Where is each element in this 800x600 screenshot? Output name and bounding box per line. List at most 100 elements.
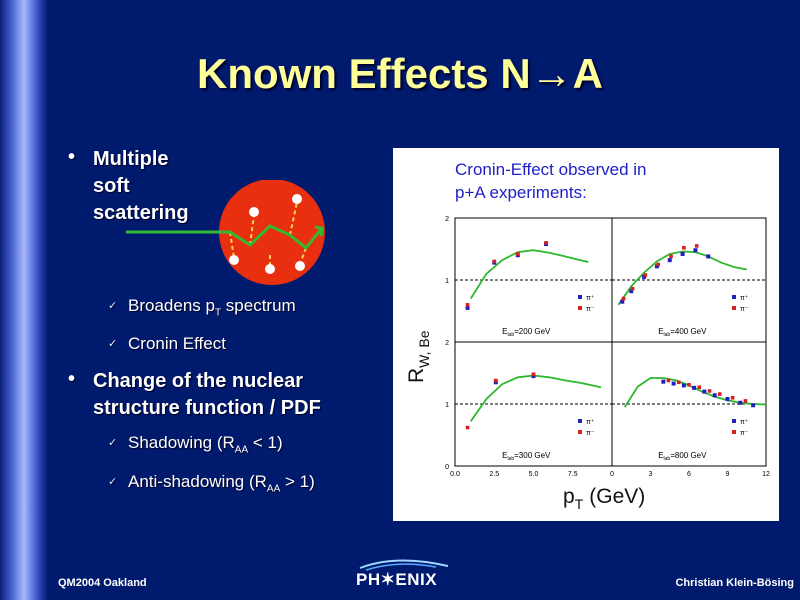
- legend-label-pi-minus: π⁻: [586, 430, 595, 437]
- data-point-pi-minus: [531, 372, 536, 377]
- panel-4: π⁺ π⁻ Elab=800 GeV: [612, 377, 767, 462]
- data-point-pi-plus: [661, 379, 666, 384]
- data-point-pi-minus: [492, 259, 497, 264]
- legend-marker-pi-minus: [732, 430, 736, 434]
- legend-label-pi-plus: π⁺: [586, 295, 595, 302]
- legend-label-pi-plus: π⁺: [740, 419, 749, 426]
- check-icon: ✓: [108, 437, 118, 449]
- y-tick-label: 1: [445, 402, 449, 409]
- x-tick-label: 3: [649, 471, 653, 478]
- energy-label: Elab=300 GeV: [502, 451, 551, 462]
- panel-3: π⁺ π⁻ Elab=300 GeV: [455, 372, 612, 462]
- x-tick-label: 6: [687, 471, 691, 478]
- sub-bullet-text: Broadens pT spectrum: [128, 296, 296, 319]
- arrow-head-icon: [314, 225, 324, 237]
- legend-marker-pi-plus: [732, 295, 736, 299]
- fit-curve: [624, 377, 767, 408]
- data-point-pi-plus: [620, 299, 625, 304]
- legend-label-pi-minus: π⁻: [586, 306, 595, 313]
- data-point-pi-minus: [666, 378, 671, 383]
- data-point-pi-plus: [681, 383, 686, 388]
- y-tick-label: 2: [445, 340, 449, 347]
- left-decorative-stripe: [0, 0, 48, 600]
- caption-line-1: Cronin-Effect observed in: [455, 160, 647, 179]
- check-icon: ✓: [108, 300, 118, 312]
- legend-marker-pi-plus: [732, 419, 736, 423]
- legend-marker-pi-minus: [732, 306, 736, 310]
- phenix-logo: PH✶ENIX: [356, 556, 456, 596]
- cronin-effect-figure: Cronin-Effect observed in p+A experiment…: [393, 148, 779, 521]
- data-point-pi-minus: [643, 273, 648, 277]
- sub-bullet-text: Shadowing (RAA < 1): [128, 433, 283, 456]
- data-point-pi-plus: [706, 254, 711, 259]
- panel-1: π⁺ π⁻ Elab=200 GeV: [455, 241, 612, 338]
- data-point-pi-minus: [494, 378, 498, 383]
- data-point-pi-plus: [693, 248, 698, 253]
- data-point-pi-plus: [531, 374, 536, 379]
- data-point-pi-plus: [692, 385, 697, 390]
- data-point-pi-plus: [702, 389, 707, 394]
- data-point-pi-minus: [630, 286, 635, 291]
- phenix-logo-text: PH✶ENIX: [356, 570, 438, 589]
- check-icon: ✓: [108, 338, 118, 350]
- legend-marker-pi-plus: [578, 295, 582, 299]
- x-tick-label: 9: [726, 471, 730, 478]
- x-tick-label: 12: [762, 471, 770, 478]
- energy-label: Elab=200 GeV: [502, 327, 551, 338]
- data-point-pi-minus: [544, 241, 548, 245]
- data-point-pi-minus: [516, 252, 520, 256]
- data-point-pi-plus: [725, 397, 730, 402]
- check-icon: ✓: [108, 476, 118, 488]
- data-point-pi-minus: [687, 382, 691, 387]
- sub-bullet-text: Cronin Effect: [128, 334, 226, 353]
- data-point-pi-minus: [669, 254, 673, 259]
- x-tick-label: 2.5: [489, 471, 499, 478]
- y-tick-label: 2: [445, 216, 449, 223]
- bullet-text: Change of the nuclear structure function…: [93, 370, 321, 419]
- data-point-pi-minus: [676, 380, 681, 385]
- sub-bullet-text: Anti-shadowing (RAA > 1): [128, 472, 315, 495]
- legend-label-pi-minus: π⁻: [740, 306, 749, 313]
- legend-label-pi-plus: π⁺: [586, 419, 595, 426]
- nucleus-circle: [219, 180, 325, 285]
- legend-marker-pi-minus: [578, 430, 582, 434]
- data-point-pi-plus: [712, 393, 717, 398]
- energy-label: Elab=800 GeV: [658, 451, 707, 462]
- fit-curve: [469, 249, 589, 300]
- data-point-pi-minus: [718, 392, 722, 396]
- x-tick-label: 0.0: [450, 471, 460, 478]
- slide-title: Known Effects N→A: [196, 50, 603, 97]
- data-point-pi-plus: [738, 400, 743, 405]
- data-point-pi-plus: [642, 274, 647, 279]
- bullet-dot-icon: •: [68, 146, 76, 168]
- data-point-pi-plus: [465, 305, 470, 310]
- phenix-swoosh-icon: [359, 559, 449, 571]
- data-point-pi-minus: [743, 399, 748, 403]
- y-tick-label: 1: [445, 278, 449, 285]
- data-point-pi-minus: [465, 425, 470, 430]
- scattering-centers: [229, 194, 305, 274]
- y-axis-label: RW, Be: [405, 330, 432, 383]
- data-point-pi-plus: [629, 289, 634, 294]
- fit-curve: [469, 374, 602, 422]
- legend-label-pi-minus: π⁻: [740, 430, 749, 437]
- data-point-pi-plus: [493, 380, 498, 385]
- data-point-pi-plus: [667, 258, 672, 263]
- fit-curve: [617, 250, 747, 306]
- x-tick-label: 0: [610, 471, 614, 478]
- data-point-pi-minus: [656, 262, 660, 267]
- legend-label-pi-plus: π⁺: [740, 295, 749, 302]
- data-point-pi-plus: [671, 381, 676, 386]
- multiple-scattering-illustration: [126, 180, 325, 285]
- x-tick-label: 5.0: [529, 471, 539, 478]
- bullet-dot-icon: •: [68, 368, 76, 390]
- data-point-pi-minus: [697, 385, 702, 390]
- y-tick-label: 0: [445, 464, 449, 471]
- data-point-pi-minus: [621, 296, 626, 301]
- data-point-pi-minus: [465, 303, 470, 307]
- energy-label: Elab=400 GeV: [658, 327, 707, 338]
- data-point-pi-minus: [730, 396, 735, 400]
- data-point-pi-minus: [707, 389, 712, 393]
- bullet-text: Multiple soft scattering: [93, 148, 189, 224]
